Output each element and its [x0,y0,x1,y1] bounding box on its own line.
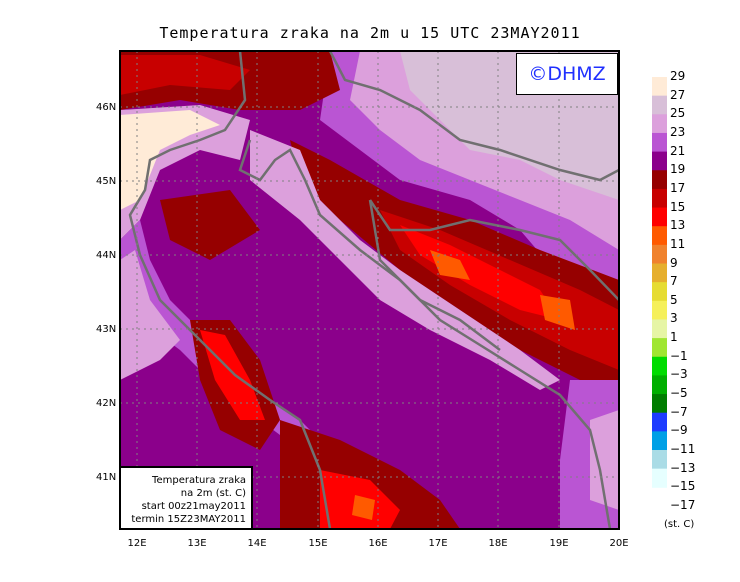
colorbar-label: −17 [670,497,696,512]
lat-label: 42N [96,398,116,409]
colorbar-units: (st. C) [664,519,695,530]
colorbar-label: 25 [670,106,686,121]
lat-axis: 46N 45N 44N 43N 42N 41N [96,102,116,483]
colorbar-swatch [652,263,667,283]
field-25-se [590,410,619,510]
lon-label: 14E [247,538,266,549]
dhmz-logo: ©DHMZ [516,53,618,95]
colorbar-label: 27 [670,87,686,102]
legend-box: Temperatura zraka na 2m (st. C) start 00… [121,466,253,528]
colorbar-label: 9 [670,255,678,270]
lon-label: 15E [308,538,327,549]
colorbar-label: −5 [670,386,688,401]
colorbar-label: 5 [670,292,678,307]
colorbar-label: 1 [670,330,678,345]
colorbar-label: 13 [670,218,686,233]
colorbar-swatch [652,95,667,115]
colorbar-label: −7 [670,404,688,419]
field-17-nw [120,55,250,95]
colorbar-label: −11 [670,442,696,456]
lon-label: 18E [488,538,507,549]
colorbar-label: 23 [670,124,686,139]
colorbar-label: −3 [670,367,688,382]
field-15-dinaric [400,225,560,320]
field-15-south-italy [200,330,265,420]
colorbar-swatch [652,77,667,97]
colorbar-swatch [652,188,667,209]
colorbar-label: −15 [670,479,696,494]
lon-axis: 12E 13E 14E 15E 16E 17E 18E 19E 20E [127,538,628,549]
colorbar-swatch [652,207,667,227]
colorbar-swatch [652,114,667,134]
field-13-bottom [352,495,375,520]
colorbar-label: 29 [670,69,686,83]
colorbar-label: 17 [670,180,686,195]
field-13-dinaric [430,250,575,330]
colorbar-swatch [652,338,667,358]
lat-label: 44N [96,250,116,261]
coastlines [128,51,619,529]
colorbar-swatch [652,431,667,451]
colorbar-swatch [652,356,667,376]
colorbar-label: −9 [670,423,688,438]
lon-label: 20E [609,538,628,549]
colorbar-swatch [652,226,667,246]
lon-label: 17E [428,538,447,549]
lon-label: 12E [127,538,146,549]
field-25-coast [250,130,560,390]
lat-label: 41N [96,472,116,483]
lat-label: 45N [96,176,116,187]
colorbar-label: 11 [670,236,686,251]
legend-line: start 00z21may2011 [141,501,246,512]
colorbar-label: −1 [670,348,688,363]
gridlines [120,51,619,529]
colorbar-label: 3 [670,311,678,326]
legend-line: na 2m (st. C) [180,488,246,499]
map-frame [119,50,620,530]
colorbar-swatch [652,300,667,320]
field-19-adriatic [160,190,260,260]
colorbar-label: 21 [670,143,686,158]
colorbar-label: 15 [670,199,686,214]
legend-line: Temperatura zraka [152,475,246,486]
field-25-italy [120,250,180,380]
map-title: Temperatura zraka na 2m u 15 UTC 23MAY20… [159,24,581,42]
lon-label: 13E [187,538,206,549]
colorbar-swatch [652,151,667,171]
colorbar-swatch [652,244,667,264]
colorbar-swatch [652,394,667,414]
lon-label: 19E [549,538,568,549]
lat-label: 46N [96,102,116,113]
lon-label: 16E [368,538,387,549]
colorbar-swatch [652,319,667,339]
colorbar-swatch [652,412,667,432]
colorbar [652,77,667,488]
colorbar-swatch [652,132,667,153]
colorbar-label: −13 [670,460,696,475]
colorbar-swatch [652,170,667,190]
colorbar-label: 19 [670,162,686,177]
colorbar-swatch [652,468,667,488]
colorbar-swatch [652,450,667,470]
colorbar-label: 7 [670,274,678,289]
colorbar-swatch [652,282,667,302]
colorbar-swatch [652,375,667,395]
lat-label: 43N [96,324,116,335]
legend-line: termin 15Z23MAY2011 [131,514,246,525]
